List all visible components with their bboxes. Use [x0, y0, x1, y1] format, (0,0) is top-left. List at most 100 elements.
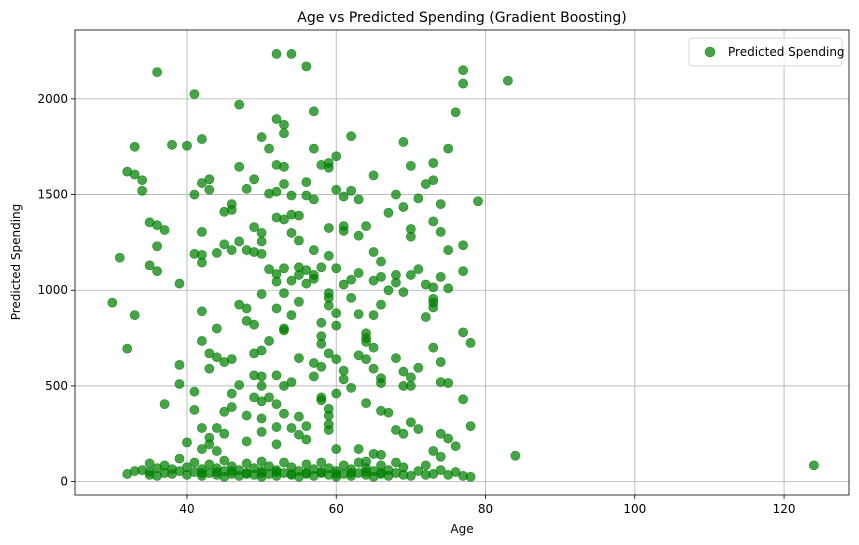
plot-frame [74, 29, 850, 496]
data-point [383, 207, 394, 218]
data-point [234, 99, 245, 110]
data-point [331, 354, 342, 365]
legend-marker [704, 46, 716, 58]
data-point [211, 323, 222, 334]
data-point [316, 457, 327, 468]
data-point [413, 193, 424, 204]
data-point [346, 185, 357, 196]
data-point [286, 423, 297, 433]
data-point [122, 343, 133, 354]
data-point [271, 422, 282, 432]
data-point [346, 468, 357, 478]
data-point [256, 345, 267, 356]
legend-label: Predicted Spending [728, 45, 845, 59]
data-point [241, 303, 252, 314]
data-point [256, 426, 267, 437]
data-point [361, 337, 371, 347]
data-point [346, 293, 357, 303]
data-point [458, 240, 469, 251]
data-point [279, 288, 289, 299]
data-point [226, 466, 237, 476]
data-point [256, 236, 267, 247]
y-tick-label: 1500 [37, 188, 68, 202]
data-point [353, 457, 364, 468]
data-point [435, 199, 446, 210]
data-point [361, 398, 371, 409]
data-point [420, 460, 431, 471]
data-point [428, 158, 439, 168]
data-point [376, 468, 386, 478]
data-point [249, 222, 260, 232]
data-point [286, 469, 297, 479]
data-point [219, 428, 230, 439]
data-point [271, 370, 282, 381]
data-point [458, 65, 469, 76]
data-point [458, 394, 469, 405]
data-point [428, 216, 439, 227]
data-point [294, 270, 304, 280]
data-point [308, 143, 319, 154]
data-point [294, 411, 304, 422]
data-point [391, 457, 401, 468]
data-point [458, 78, 469, 89]
data-point [331, 184, 342, 195]
legend: Predicted Spending [688, 37, 845, 67]
data-point [368, 363, 379, 374]
data-points [107, 49, 819, 482]
data-point [182, 437, 192, 448]
data-point [413, 362, 424, 373]
data-point [428, 446, 439, 456]
data-point [286, 275, 297, 286]
data-point [256, 456, 267, 467]
data-point [383, 285, 394, 296]
data-point [271, 186, 282, 197]
data-point [420, 312, 431, 322]
data-point [316, 361, 327, 372]
data-point [435, 226, 446, 237]
data-point [294, 210, 304, 221]
data-point [264, 264, 274, 275]
data-point [279, 325, 289, 336]
data-point [129, 169, 140, 180]
data-point [196, 257, 207, 268]
data-point [226, 402, 237, 412]
data-point [137, 185, 148, 196]
data-point [129, 141, 140, 152]
data-point [346, 131, 357, 142]
data-point [809, 460, 819, 471]
data-point [279, 214, 289, 225]
data-point [383, 407, 394, 418]
x-tick-label: 120 [773, 502, 796, 516]
data-point [443, 283, 454, 294]
data-point [450, 441, 461, 452]
data-point [323, 410, 334, 421]
data-point [167, 139, 177, 150]
data-point [196, 336, 207, 346]
data-point [286, 310, 297, 321]
data-point [256, 371, 267, 382]
data-point [405, 160, 416, 171]
data-point [435, 428, 446, 439]
data-point [376, 378, 386, 388]
data-point [331, 388, 342, 399]
data-point [286, 377, 297, 387]
data-point [361, 354, 371, 365]
data-point [301, 278, 312, 289]
data-point [271, 467, 282, 477]
data-point [271, 439, 282, 450]
data-point [435, 357, 446, 367]
data-point [323, 348, 334, 359]
data-point [189, 386, 200, 397]
data-point [376, 299, 386, 310]
data-point [301, 468, 312, 478]
data-point [226, 204, 237, 215]
data-point [294, 235, 304, 246]
data-point [152, 67, 163, 77]
data-point [391, 353, 401, 364]
data-point [249, 174, 260, 185]
data-point [458, 470, 469, 481]
data-point [219, 406, 230, 417]
data-point [338, 226, 349, 236]
y-axis-label: Predicted Spending [9, 204, 23, 321]
